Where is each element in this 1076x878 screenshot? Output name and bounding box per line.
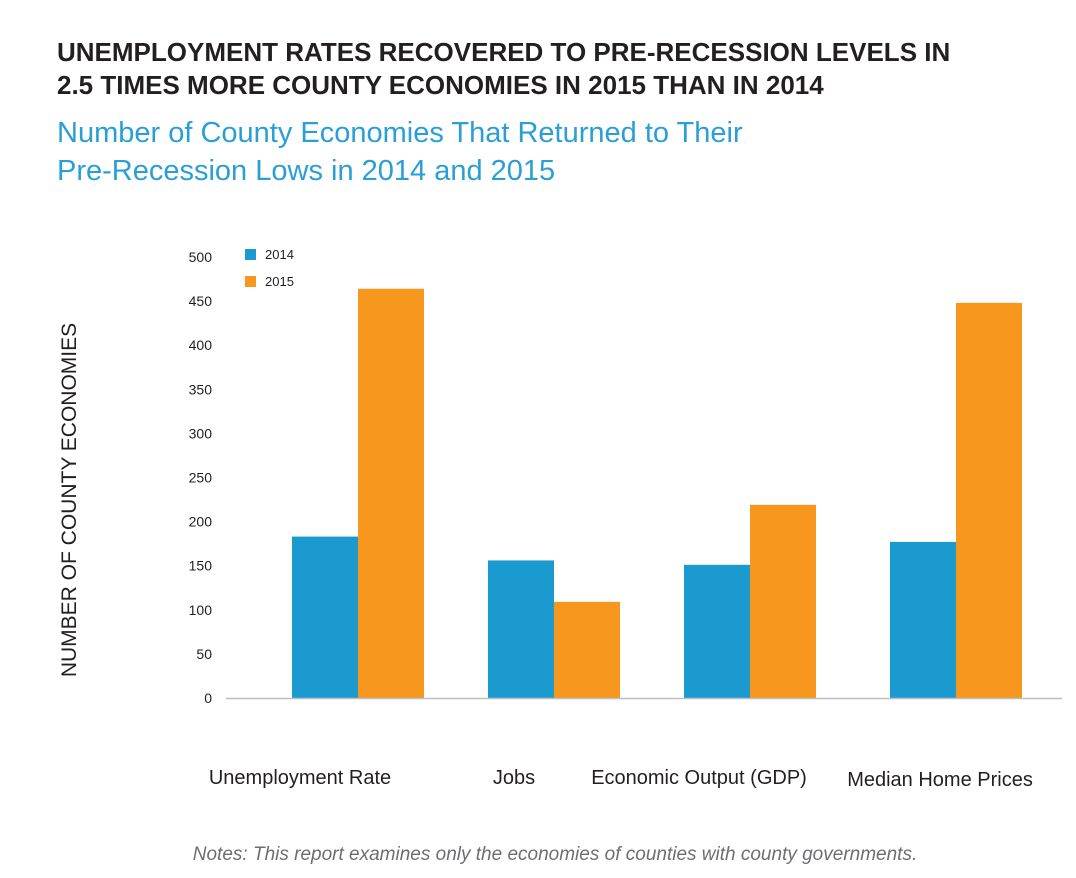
legend: 2014 2015 [245, 247, 294, 289]
y-tick-label: 150 [189, 558, 213, 574]
legend-swatch-2014 [245, 249, 256, 260]
bar-2014-2 [488, 560, 554, 698]
y-axis-ticks: 0 50 100 150 200 250 300 350 400 450 500 [189, 249, 213, 706]
bar-2015-3 [750, 504, 816, 698]
y-tick-label: 500 [189, 249, 213, 265]
chart-headline: UNEMPLOYMENT RATES RECOVERED TO PRE-RECE… [57, 36, 1057, 102]
y-tick-label: 300 [189, 425, 213, 441]
y-axis-title: NUMBER OF COUNTY ECONOMIES [58, 323, 81, 677]
bars [292, 288, 1022, 698]
x-axis-labels: Unemployment Rate Jobs Economic Output (GD… [209, 767, 1033, 791]
bar-2014-1 [292, 536, 358, 698]
bar-2015-4 [956, 302, 1022, 698]
y-tick-label: 50 [196, 646, 212, 662]
y-tick-label: 400 [189, 337, 213, 353]
bar-2015-1 [358, 288, 424, 698]
chart-subtitle: Number of County Economies That Returned… [57, 114, 1057, 190]
y-tick-label: 0 [204, 690, 212, 706]
headline-line-1: UNEMPLOYMENT RATES RECOVERED TO PRE-RECE… [57, 37, 951, 67]
bar-2015-2 [554, 601, 620, 698]
x-tick-label: Median Home Prices [847, 769, 1033, 791]
legend-label-2014: 2014 [265, 247, 294, 262]
chart-note: Notes: This report examines only the eco… [192, 844, 918, 865]
bar-2014-4 [890, 541, 956, 698]
y-tick-label: 250 [189, 470, 213, 486]
headline-line-2: 2.5 TIMES MORE COUNTY ECONOMIES IN 2015 … [57, 70, 824, 100]
bar-2014-3 [684, 564, 750, 698]
y-axis-label: NUMBER OF COUNTY ECONOMIES [58, 323, 81, 677]
legend-label-2015: 2015 [265, 274, 294, 289]
subtitle-line-2: Pre-Recession Lows in 2014 and 2015 [57, 155, 556, 187]
y-tick-label: 450 [189, 293, 213, 309]
subtitle-line-1: Number of County Economies That Returned… [57, 117, 743, 149]
legend-swatch-2015 [245, 276, 256, 287]
y-tick-label: 200 [189, 514, 213, 530]
x-tick-label: Unemployment Rate [209, 767, 391, 789]
x-tick-label: Economic Output (GDP) [591, 767, 807, 789]
x-tick-label: Jobs [493, 767, 535, 789]
y-tick-label: 100 [189, 602, 213, 618]
y-tick-label: 350 [189, 381, 213, 397]
